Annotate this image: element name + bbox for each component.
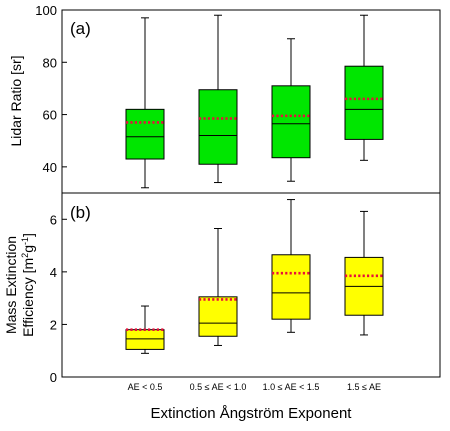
panel-b-boxes	[125, 199, 384, 354]
panel-a-y-tick-label: 80	[43, 55, 57, 70]
panel-a-box	[125, 108, 165, 160]
panel-b-y-label-sup2: -1	[20, 237, 30, 245]
x-category-label: AE < 0.5	[128, 382, 163, 392]
panel-a-y-tick-label: 60	[43, 108, 57, 123]
panel-b-box	[125, 329, 165, 350]
panel-b-y-label-part3: ]	[20, 233, 36, 237]
panel-a-y-tick-label: 40	[43, 160, 57, 175]
panel-a-y-tick-label: 100	[35, 3, 57, 18]
x-axis-label: Extinction Ångström Exponent	[151, 405, 353, 422]
panel-a-ticks: 40 60 80 100	[35, 3, 67, 175]
panel-b-y-label-part1: Efficiency [m	[20, 258, 36, 337]
x-category-label: 0.5 ≤ AE < 1.0	[190, 382, 247, 392]
panel-a-label: (a)	[70, 19, 91, 38]
panel-a-boxes	[125, 14, 384, 189]
panel-b-ticks: 0 2 4 6	[50, 212, 67, 385]
panel-a-box	[344, 65, 384, 140]
panel-b-y-axis-label-line2: Efficiency [m2g-1]	[20, 233, 36, 337]
panel-b-y-tick-label: 0	[50, 370, 57, 385]
panel-b-y-label-sup1: 2	[20, 253, 30, 258]
panel-a-box	[198, 89, 238, 165]
x-category-labels: AE < 0.5 0.5 ≤ AE < 1.0 1.0 ≤ AE < 1.5 1.5 …	[128, 382, 381, 392]
panel-b-y-tick-label: 4	[50, 265, 57, 280]
panel-b-frame	[61, 192, 441, 378]
panel-a-y-axis-label: Lidar Ratio [sr]	[8, 55, 24, 146]
panel-a-lidar-ratio: 40 60 80 100 (a) Lidar Ratio [sr]	[8, 3, 441, 194]
panel-b-box	[198, 296, 238, 337]
panel-b-box	[271, 254, 311, 320]
panel-b-label: (b)	[70, 203, 91, 222]
panel-a-box	[271, 85, 311, 159]
panel-b-y-axis-label-line1: Mass Extinction	[3, 236, 19, 334]
x-category-label: 1.0 ≤ AE < 1.5	[263, 382, 320, 392]
panel-b-y-label-part2: g	[20, 245, 36, 253]
x-category-label: 1.5 ≤ AE	[347, 382, 381, 392]
panel-b-y-tick-label: 6	[50, 212, 57, 227]
panel-b-y-tick-label: 2	[50, 317, 57, 332]
